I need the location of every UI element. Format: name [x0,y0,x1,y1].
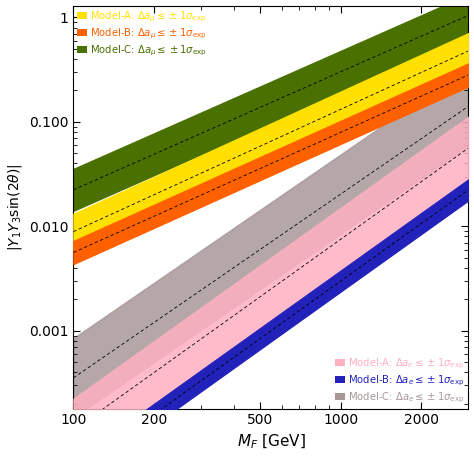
X-axis label: $M_F$ [GeV]: $M_F$ [GeV] [237,433,305,452]
Legend: Model-A: $\Delta a_e\leq\pm1\sigma_{\mathrm{exp}}$, Model-B: $\Delta a_e\leq\pm1: Model-A: $\Delta a_e\leq\pm1\sigma_{\mat… [334,356,465,406]
Y-axis label: $|Y_1 Y_3\sin(2\theta)|$: $|Y_1 Y_3\sin(2\theta)|$ [6,163,24,251]
